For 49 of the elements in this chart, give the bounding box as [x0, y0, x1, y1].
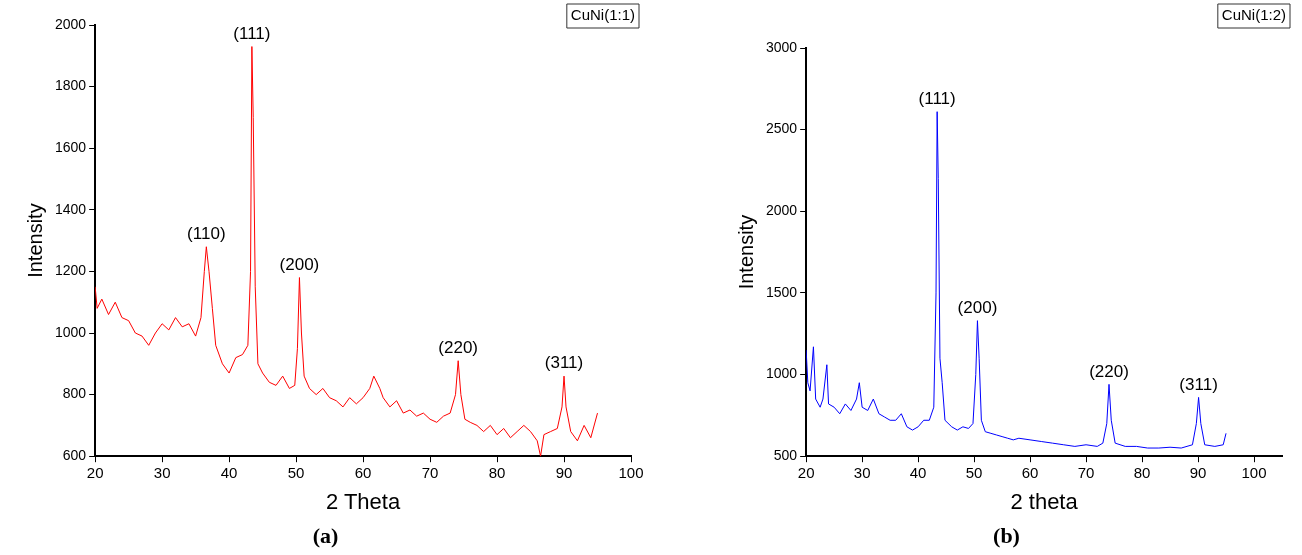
y-tick-label: 2500 — [765, 120, 798, 137]
x-tick-label: 20 — [797, 464, 815, 482]
x-tick-label: 70 — [1077, 464, 1095, 482]
annotation: (111) — [233, 23, 271, 43]
y-tick-label: 1800 — [54, 77, 87, 94]
y-axis-title: Intensity — [23, 203, 46, 278]
annotation: (200) — [279, 254, 320, 274]
x-tick-label: 70 — [421, 464, 439, 482]
y-tick-label: 1600 — [54, 139, 87, 156]
x-tick-label: 60 — [354, 464, 372, 482]
x-tick-label: 50 — [287, 464, 305, 482]
y-tick-label: 800 — [62, 385, 87, 402]
y-tick-label: 1400 — [54, 200, 87, 217]
y-tick-label: 2000 — [54, 15, 87, 32]
x-tick-label: 90 — [555, 464, 573, 482]
x-axis-title: 2 theta — [1010, 489, 1079, 515]
text: CuNi(1:1) — [570, 6, 635, 24]
y-tick-label: 1000 — [765, 365, 798, 382]
x-tick-label: 90 — [1189, 464, 1207, 482]
y-tick-label: 600 — [62, 447, 87, 464]
annotation: (200) — [957, 297, 998, 317]
y-tick-label: 1000 — [54, 323, 87, 340]
x-tick-label: 50 — [965, 464, 983, 482]
annotation: (311) — [1179, 374, 1218, 394]
x-tick-label: 40 — [909, 464, 927, 482]
y-tick-label: 2000 — [765, 202, 798, 219]
text: CuNi(1:2) — [1221, 6, 1286, 24]
y-tick-label: 1500 — [765, 283, 798, 300]
x-tick-label: 100 — [618, 464, 644, 482]
x-tick-label: 30 — [853, 464, 871, 482]
x-tick-label: 80 — [488, 464, 506, 482]
annotation: (311) — [544, 353, 584, 373]
x-tick-label: 100 — [1241, 464, 1267, 482]
y-tick-label: 1200 — [54, 262, 87, 279]
y-tick-label: 500 — [773, 447, 798, 464]
x-tick-label: 20 — [86, 464, 104, 482]
x-axis-title: 2 Theta — [325, 489, 401, 515]
x-tick-label: 40 — [220, 464, 238, 482]
text: (a) — [312, 523, 339, 549]
y-axis-title: Intensity — [734, 214, 757, 290]
annotation: (220) — [1089, 361, 1129, 381]
x-tick-label: 80 — [1133, 464, 1151, 482]
annotation: (110) — [187, 223, 226, 243]
y-tick-label: 3000 — [765, 38, 798, 55]
annotation: (111) — [918, 88, 956, 108]
text: (b) — [993, 523, 1020, 549]
x-tick-label: 30 — [153, 464, 171, 482]
x-tick-label: 60 — [1021, 464, 1039, 482]
annotation: (220) — [438, 337, 479, 357]
